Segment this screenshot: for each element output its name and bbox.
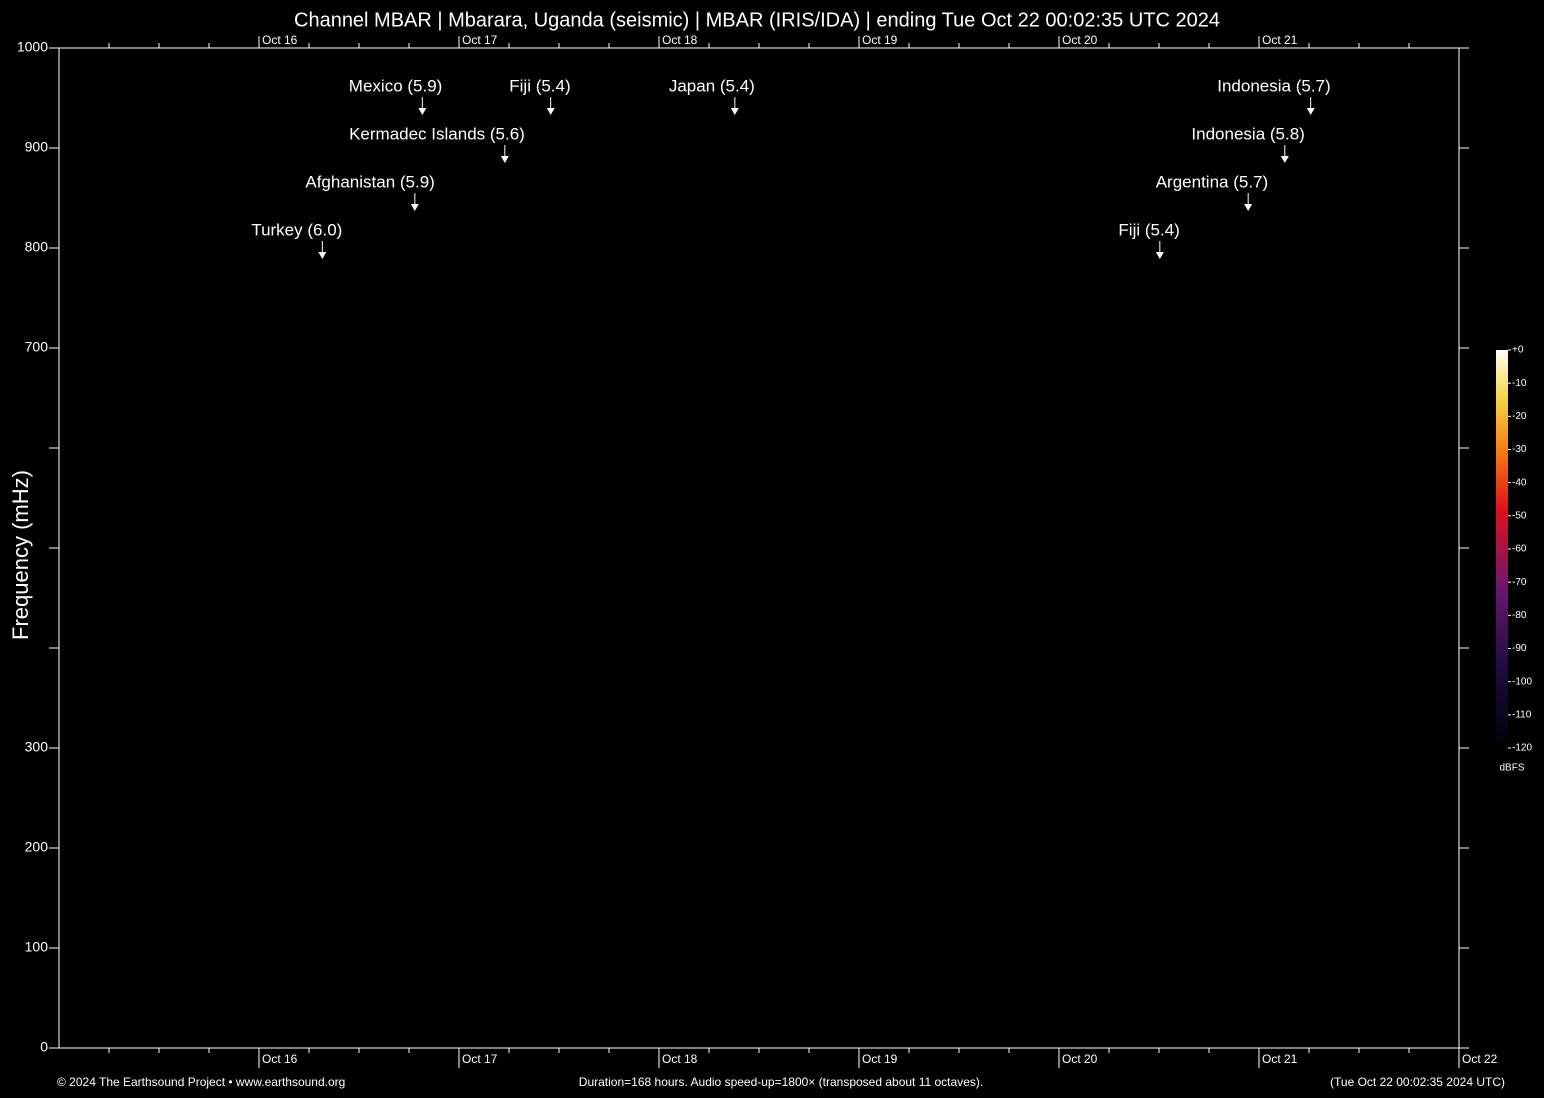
event-arrowhead — [1155, 252, 1164, 259]
x-tick-label: Oct 19 — [862, 1052, 898, 1066]
event-arrowhead — [730, 108, 739, 115]
footer-left: © 2024 The Earthsound Project • www.eart… — [57, 1075, 345, 1089]
footer-center: Duration=168 hours. Audio speed-up=1800×… — [579, 1075, 983, 1089]
y-tick-label: 1000 — [17, 39, 48, 55]
event-label: Fiji (5.4) — [1118, 220, 1179, 239]
y-tick-label: 700 — [25, 339, 49, 355]
y-tick-label: 200 — [25, 839, 49, 855]
event-arrowhead — [500, 156, 509, 163]
event-arrowhead — [410, 204, 419, 211]
x-tick-label: Oct 21 — [1262, 1052, 1298, 1066]
event-arrowhead — [418, 108, 427, 115]
x-tick-label-top: Oct 20 — [1062, 33, 1098, 47]
x-tick-label-top: Oct 21 — [1262, 33, 1298, 47]
event-label: Argentina (5.7) — [1156, 172, 1268, 191]
event-arrowhead — [546, 108, 555, 115]
event-arrowhead — [1244, 204, 1253, 211]
event-label: Turkey (6.0) — [251, 220, 342, 239]
x-tick-label: Oct 16 — [262, 1052, 298, 1066]
x-tick-label: Oct 17 — [462, 1052, 498, 1066]
event-label: Fiji (5.4) — [509, 76, 570, 95]
colorbar-tick-label: -90 — [1512, 643, 1527, 654]
colorbar-tick-label: -110 — [1512, 709, 1532, 720]
colorbar-tick-label: -30 — [1512, 444, 1527, 455]
event-label: Indonesia (5.8) — [1191, 124, 1304, 143]
x-tick-label: Oct 18 — [662, 1052, 698, 1066]
colorbar-tick-label: -70 — [1512, 577, 1527, 588]
colorbar-tick-label: -50 — [1512, 510, 1527, 521]
y-axis-label: Frequency (mHz) — [8, 470, 33, 640]
colorbar-tick-label: -40 — [1512, 477, 1527, 488]
colorbar-label: dBFS — [1499, 763, 1524, 774]
footer-right: (Tue Oct 22 00:02:35 2024 UTC) — [1330, 1075, 1505, 1089]
event-arrowhead — [1306, 108, 1315, 115]
x-tick-label-top: Oct 18 — [662, 33, 698, 47]
y-tick-label: 0 — [40, 1039, 48, 1055]
event-arrowhead — [1280, 156, 1289, 163]
x-tick-label-top: Oct 17 — [462, 33, 498, 47]
colorbar-tick-label: +0 — [1512, 345, 1524, 356]
chart-title: Channel MBAR | Mbarara, Uganda (seismic)… — [294, 9, 1220, 31]
colorbar-tick-label: -80 — [1512, 610, 1527, 621]
event-label: Kermadec Islands (5.6) — [349, 124, 525, 143]
colorbar-tick-label: -100 — [1512, 676, 1532, 687]
event-arrowhead — [318, 252, 327, 259]
y-tick-label: 300 — [25, 739, 49, 755]
x-tick-label: Oct 22 — [1462, 1052, 1498, 1066]
event-label: Japan (5.4) — [669, 76, 755, 95]
event-label: Indonesia (5.7) — [1217, 76, 1330, 95]
colorbar — [1496, 350, 1508, 748]
y-tick-label: 800 — [25, 239, 49, 255]
colorbar-tick-label: -20 — [1512, 411, 1527, 422]
x-tick-label-top: Oct 19 — [862, 33, 898, 47]
colorbar-tick-label: -60 — [1512, 544, 1527, 555]
y-tick-label: 100 — [25, 939, 49, 955]
colorbar-tick-label: -120 — [1512, 743, 1532, 754]
event-label: Mexico (5.9) — [349, 76, 443, 95]
event-label: Afghanistan (5.9) — [305, 172, 434, 191]
x-tick-label: Oct 20 — [1062, 1052, 1098, 1066]
x-tick-label-top: Oct 16 — [262, 33, 298, 47]
colorbar-tick-label: -10 — [1512, 378, 1527, 389]
y-tick-label: 900 — [25, 139, 49, 155]
